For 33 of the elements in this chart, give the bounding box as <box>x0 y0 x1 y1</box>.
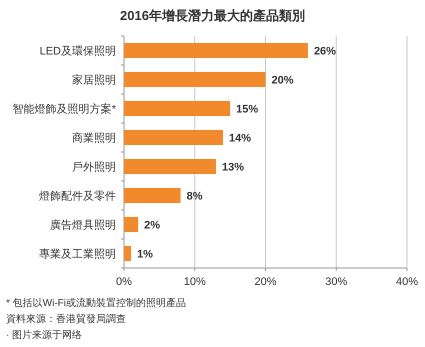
chart-title: 2016年增長潛力最大的產品類別 <box>120 8 305 23</box>
bar <box>124 246 132 262</box>
x-tick-label: 10% <box>184 276 206 288</box>
text: · 图片来源于网络 <box>6 329 82 341</box>
y-tick-label: 家居照明 <box>72 74 116 86</box>
x-tick-label: 40% <box>396 276 418 288</box>
bar <box>124 42 308 58</box>
data-label: 1% <box>137 248 154 260</box>
bar <box>124 188 181 204</box>
data-label: 20% <box>272 74 294 86</box>
y-tick-label: 戶外照明 <box>72 160 116 174</box>
y-tick-label: 智能燈飾及照明方案* <box>12 102 117 116</box>
bar <box>124 216 138 232</box>
bar <box>124 158 216 174</box>
x-tick-label: 20% <box>254 276 277 288</box>
y-tick-label: 燈飾配件及零件 <box>39 190 116 202</box>
data-label: 14% <box>229 132 252 144</box>
data-label: 26% <box>314 46 336 58</box>
data-label: 2% <box>144 220 160 232</box>
y-tick-label: 專業及工業照明 <box>39 248 116 260</box>
y-tick-label: LED及環保照明 <box>40 46 116 58</box>
text: * 包括以Wi-Fi或流動裝置控制的照明產品 <box>6 297 186 309</box>
bar <box>124 130 224 146</box>
y-tick-label: 商業照明 <box>72 132 116 144</box>
data-label: 15% <box>236 104 258 116</box>
x-tick-label: 30% <box>325 276 348 288</box>
source-note: 資料來源：香港貿發局調查 <box>6 313 126 325</box>
data-label: 13% <box>222 162 244 174</box>
bar <box>124 100 230 116</box>
y-tick-label: 廣告燈具照明 <box>50 218 116 232</box>
bar <box>124 72 266 88</box>
x-tick-label: 0% <box>116 276 132 288</box>
data-label: 8% <box>186 190 203 202</box>
